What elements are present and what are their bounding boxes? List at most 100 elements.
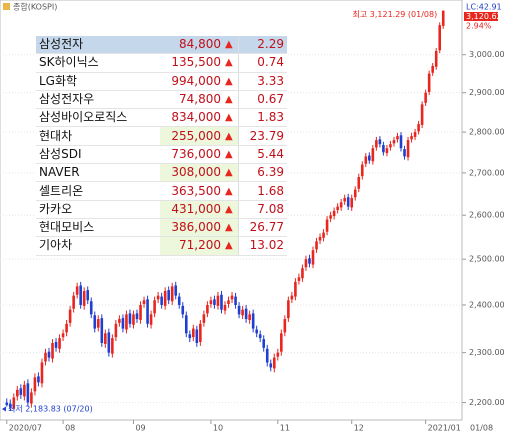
up-arrow: ▲ [224, 145, 239, 165]
candle-body [170, 286, 174, 302]
up-arrow: ▲ [224, 200, 239, 219]
y-tick-label: 2,200.00 [469, 398, 505, 407]
candle-body [424, 92, 427, 103]
candle-body [223, 304, 227, 311]
up-arrow: ▲ [224, 108, 239, 128]
candle-body [89, 301, 93, 315]
candle-body [8, 403, 12, 408]
stock-price: 135,500 [160, 53, 224, 73]
table-row[interactable]: 현대모비스 386,000 ▲ 26.77 [36, 218, 287, 238]
candle-body [47, 351, 51, 358]
candle-body [26, 383, 30, 403]
table-row[interactable]: 셀트리온 363,500 ▲ 1.68 [36, 181, 287, 201]
candle-body [213, 299, 216, 305]
candle-body [237, 305, 241, 315]
stock-name: SK하이닉스 [36, 53, 160, 73]
candle-body [283, 319, 287, 333]
candle-body [346, 197, 350, 207]
candle-body [353, 189, 357, 198]
candle-body [304, 259, 308, 268]
stock-price: 994,000 [160, 72, 224, 91]
candle-body [371, 148, 375, 162]
candle-body [139, 304, 142, 321]
candle-body [343, 198, 346, 202]
change-rate: 3.33 [238, 72, 287, 91]
candle-body [441, 10, 445, 26]
candle-body [16, 389, 19, 397]
stock-name: 삼성바이오로직스 [36, 108, 160, 128]
change-rate: 23.79 [238, 126, 287, 146]
change-rate: 7.08 [238, 200, 287, 219]
change-rate: 13.02 [238, 236, 287, 256]
last-price: 3,120.62 [466, 12, 502, 21]
candle-body [427, 73, 431, 92]
y-tick-label: 2,300.00 [469, 348, 505, 357]
stock-name: NAVER [36, 163, 160, 183]
candle-body [118, 319, 121, 323]
table-row[interactable]: 삼성바이오로직스 834,000 ▲ 1.83 [36, 108, 287, 128]
candle-body [234, 296, 237, 305]
candle-body [132, 314, 135, 325]
stock-price: 386,000 [160, 218, 224, 238]
candle-body [220, 294, 223, 310]
y-tick-label: 2,700.00 [469, 168, 505, 177]
candle-body [174, 285, 178, 296]
candle-body [262, 339, 266, 348]
candle-body [318, 236, 322, 241]
up-arrow: ▲ [224, 236, 239, 256]
candle-body [195, 329, 199, 343]
stock-name: 카카오 [36, 200, 160, 219]
stock-price: 834,000 [160, 108, 224, 128]
candle-body [230, 295, 234, 300]
candle-body [156, 295, 160, 300]
candle-body [360, 164, 364, 177]
indicator-label: LC:42.91 [466, 3, 502, 12]
x-tick-label: 2021/01 [428, 424, 461, 433]
table-row[interactable]: SK하이닉스 135,500 ▲ 0.74 [36, 53, 287, 73]
stock-price: 74,800 [160, 90, 224, 110]
candle-body [406, 140, 410, 158]
candle-body [392, 140, 396, 144]
candle-body [431, 65, 434, 73]
table-row[interactable]: 현대차 255,000 ▲ 23.79 [36, 126, 287, 146]
candle-body [311, 250, 315, 265]
candle-body [308, 258, 311, 264]
candle-body [30, 392, 33, 404]
table-row[interactable]: 삼성SDI 736,000 ▲ 5.44 [36, 145, 287, 165]
change-rate: 0.74 [238, 53, 287, 73]
candle-body [216, 295, 220, 306]
candle-body [79, 285, 82, 305]
stock-name: 현대모비스 [36, 218, 160, 238]
table-row[interactable]: 삼성전자 84,800 ▲ 2.29 [36, 36, 287, 55]
candle-body [51, 342, 54, 359]
y-tick-label: 2,600.00 [469, 211, 505, 220]
candle-body [375, 140, 378, 148]
up-arrow: ▲ [224, 218, 239, 238]
change-rate: 0.67 [238, 90, 287, 110]
candle-body [86, 290, 90, 301]
low-annotation: 최저 2,183.83 (07/20) [8, 404, 93, 414]
candle-body [167, 290, 170, 301]
y-tick-label: 3,000.00 [469, 50, 505, 59]
x-end-label: 01/08 [470, 424, 493, 433]
candle-body [244, 308, 248, 320]
candle-body [184, 315, 188, 334]
candle-body [202, 314, 206, 323]
candle-body [82, 291, 86, 306]
candle-body [181, 305, 185, 315]
price-box [464, 12, 498, 21]
candle-body [389, 144, 392, 148]
change-rate: 5.44 [238, 145, 287, 165]
candle-body [227, 300, 230, 305]
up-arrow: ▲ [224, 90, 239, 110]
table-row[interactable]: 카카오 431,000 ▲ 7.08 [36, 200, 287, 219]
table-row[interactable]: 삼성전자우 74,800 ▲ 0.67 [36, 90, 287, 110]
candle-body [54, 342, 58, 348]
table-row[interactable]: NAVER 308,000 ▲ 6.39 [36, 163, 287, 183]
candle-body [65, 323, 68, 333]
candle-body [121, 318, 125, 329]
stock-price: 431,000 [160, 200, 224, 219]
table-row[interactable]: LG화학 994,000 ▲ 3.33 [36, 72, 287, 91]
stock-price: 255,000 [160, 126, 224, 146]
table-row[interactable]: 기아차 71,200 ▲ 13.02 [36, 236, 287, 256]
